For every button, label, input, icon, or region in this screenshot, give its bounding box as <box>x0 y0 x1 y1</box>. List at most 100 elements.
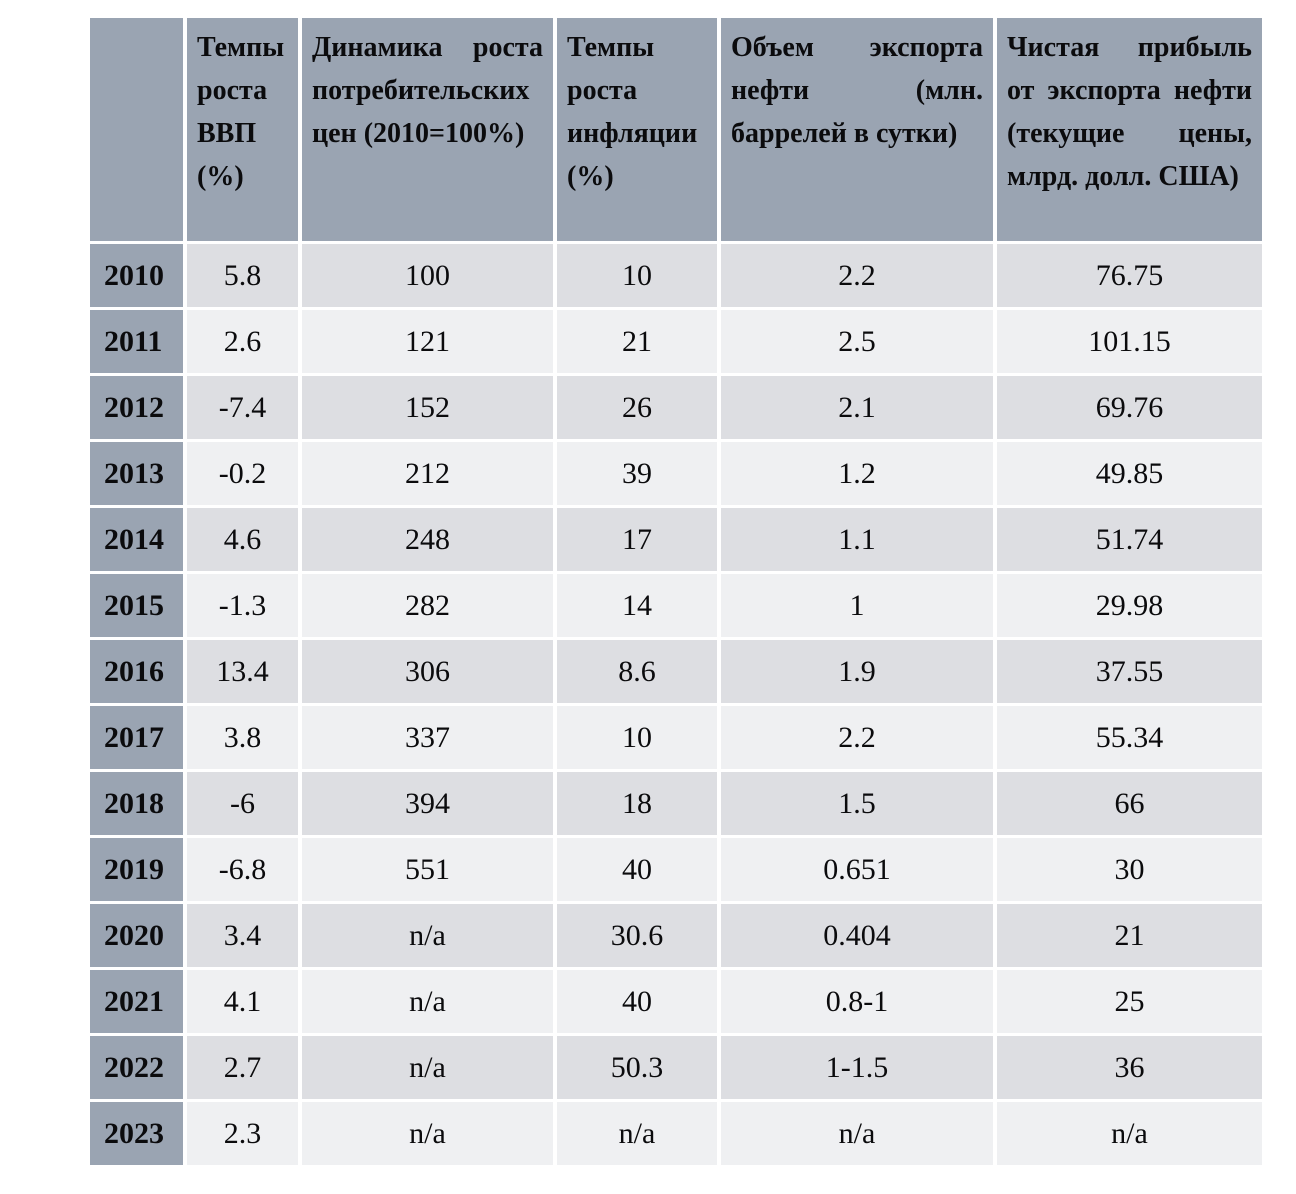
column-header-oil-export-volume: Объем экспорта нефти (млн. баррелей в су… <box>721 18 993 241</box>
year-cell: 2010 <box>90 244 183 307</box>
table-row: 2020 3.4 n/a 30.6 0.404 21 <box>90 904 1262 967</box>
value-cell: 21 <box>557 310 717 373</box>
value-cell: 1 <box>721 574 993 637</box>
value-cell: n/a <box>721 1102 993 1165</box>
value-cell: 4.1 <box>187 970 298 1033</box>
value-cell: -6 <box>187 772 298 835</box>
year-cell: 2020 <box>90 904 183 967</box>
value-cell: 282 <box>302 574 553 637</box>
year-cell: 2013 <box>90 442 183 505</box>
table-row: 2015 -1.3 282 14 1 29.98 <box>90 574 1262 637</box>
value-cell: 50.3 <box>557 1036 717 1099</box>
value-cell: 10 <box>557 706 717 769</box>
value-cell: 551 <box>302 838 553 901</box>
value-cell: 100 <box>302 244 553 307</box>
value-cell: n/a <box>302 1036 553 1099</box>
table-row: 2018 -6 394 18 1.5 66 <box>90 772 1262 835</box>
value-cell: 5.8 <box>187 244 298 307</box>
column-header-oil-export-profit: Чистая прибыль от экспорта нефти (текущи… <box>997 18 1262 241</box>
value-cell: 394 <box>302 772 553 835</box>
value-cell: 0.651 <box>721 838 993 901</box>
value-cell: 25 <box>997 970 1262 1033</box>
value-cell: -6.8 <box>187 838 298 901</box>
value-cell: 1.5 <box>721 772 993 835</box>
year-cell: 2015 <box>90 574 183 637</box>
year-cell: 2018 <box>90 772 183 835</box>
table-row: 2011 2.6 121 21 2.5 101.15 <box>90 310 1262 373</box>
value-cell: n/a <box>997 1102 1262 1165</box>
year-cell: 2021 <box>90 970 183 1033</box>
value-cell: 3.8 <box>187 706 298 769</box>
value-cell: 51.74 <box>997 508 1262 571</box>
value-cell: 40 <box>557 838 717 901</box>
value-cell: 212 <box>302 442 553 505</box>
value-cell: -1.3 <box>187 574 298 637</box>
value-cell: 152 <box>302 376 553 439</box>
value-cell: 2.2 <box>721 244 993 307</box>
value-cell: 248 <box>302 508 553 571</box>
column-header-gdp-growth: Темпы роста ВВП (%) <box>187 18 298 241</box>
header-row: Темпы роста ВВП (%) Динамика роста потре… <box>90 18 1262 241</box>
table-row: 2017 3.8 337 10 2.2 55.34 <box>90 706 1262 769</box>
value-cell: 0.404 <box>721 904 993 967</box>
year-cell: 2011 <box>90 310 183 373</box>
value-cell: 66 <box>997 772 1262 835</box>
value-cell: 29.98 <box>997 574 1262 637</box>
value-cell: 1.1 <box>721 508 993 571</box>
value-cell: 10 <box>557 244 717 307</box>
value-cell: 14 <box>557 574 717 637</box>
value-cell: 121 <box>302 310 553 373</box>
value-cell: 2.1 <box>721 376 993 439</box>
value-cell: 40 <box>557 970 717 1033</box>
value-cell: 13.4 <box>187 640 298 703</box>
value-cell: 306 <box>302 640 553 703</box>
value-cell: 2.3 <box>187 1102 298 1165</box>
value-cell: 2.6 <box>187 310 298 373</box>
value-cell: 1.2 <box>721 442 993 505</box>
value-cell: 1-1.5 <box>721 1036 993 1099</box>
economic-indicators-table: Темпы роста ВВП (%) Динамика роста потре… <box>86 15 1266 1168</box>
value-cell: 49.85 <box>997 442 1262 505</box>
value-cell: 1.9 <box>721 640 993 703</box>
value-cell: 36 <box>997 1036 1262 1099</box>
year-cell: 2016 <box>90 640 183 703</box>
table-row: 2012 -7.4 152 26 2.1 69.76 <box>90 376 1262 439</box>
table-row: 2019 -6.8 551 40 0.651 30 <box>90 838 1262 901</box>
value-cell: 76.75 <box>997 244 1262 307</box>
table-row: 2021 4.1 n/a 40 0.8-1 25 <box>90 970 1262 1033</box>
value-cell: 55.34 <box>997 706 1262 769</box>
value-cell: 3.4 <box>187 904 298 967</box>
value-cell: 2.5 <box>721 310 993 373</box>
table-row: 2014 4.6 248 17 1.1 51.74 <box>90 508 1262 571</box>
table-body: 2010 5.8 100 10 2.2 76.75 2011 2.6 121 21 2.5 101.1… <box>90 244 1262 1165</box>
value-cell: 69.76 <box>997 376 1262 439</box>
value-cell: 37.55 <box>997 640 1262 703</box>
value-cell: 18 <box>557 772 717 835</box>
corner-header-cell <box>90 18 183 241</box>
value-cell: 26 <box>557 376 717 439</box>
value-cell: 21 <box>997 904 1262 967</box>
value-cell: 8.6 <box>557 640 717 703</box>
year-cell: 2012 <box>90 376 183 439</box>
value-cell: 39 <box>557 442 717 505</box>
year-cell: 2023 <box>90 1102 183 1165</box>
year-cell: 2022 <box>90 1036 183 1099</box>
year-cell: 2014 <box>90 508 183 571</box>
table-row: 2010 5.8 100 10 2.2 76.75 <box>90 244 1262 307</box>
value-cell: 0.8-1 <box>721 970 993 1033</box>
column-header-consumer-prices: Динамика роста потребительских цен (2010… <box>302 18 553 241</box>
value-cell: n/a <box>557 1102 717 1165</box>
table-row: 2023 2.3 n/a n/a n/a n/a <box>90 1102 1262 1165</box>
value-cell: n/a <box>302 970 553 1033</box>
year-cell: 2019 <box>90 838 183 901</box>
table-row: 2016 13.4 306 8.6 1.9 37.55 <box>90 640 1262 703</box>
value-cell: 2.7 <box>187 1036 298 1099</box>
value-cell: -7.4 <box>187 376 298 439</box>
value-cell: 17 <box>557 508 717 571</box>
value-cell: 30 <box>997 838 1262 901</box>
table-row: 2022 2.7 n/a 50.3 1-1.5 36 <box>90 1036 1262 1099</box>
table-row: 2013 -0.2 212 39 1.2 49.85 <box>90 442 1262 505</box>
value-cell: -0.2 <box>187 442 298 505</box>
value-cell: 4.6 <box>187 508 298 571</box>
value-cell: n/a <box>302 904 553 967</box>
